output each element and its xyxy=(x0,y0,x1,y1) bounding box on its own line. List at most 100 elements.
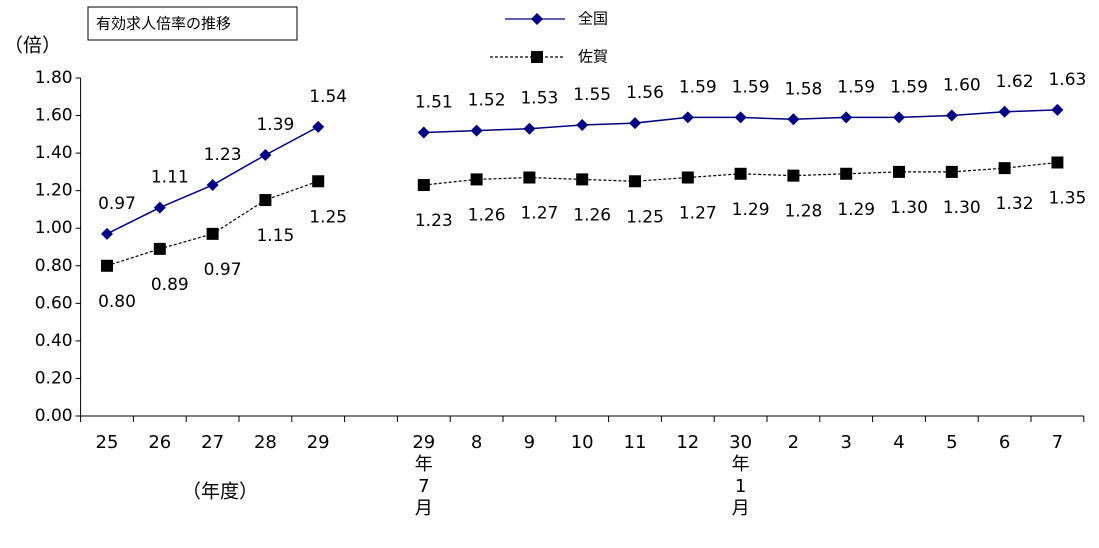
marker xyxy=(523,171,536,184)
marker xyxy=(629,117,641,130)
marker xyxy=(259,148,272,161)
data-label: 1.28 xyxy=(784,202,822,222)
marker xyxy=(312,175,325,188)
y-tick-label: 0.80 xyxy=(35,256,73,276)
data-label: 1.30 xyxy=(890,198,928,218)
data-label: 0.97 xyxy=(204,260,242,280)
legend-label: 佐賀 xyxy=(578,48,608,66)
y-tick-label: 1.40 xyxy=(35,143,73,163)
data-label: 1.11 xyxy=(151,168,189,188)
marker xyxy=(417,126,430,139)
data-label: 1.54 xyxy=(309,87,347,107)
x-tick-label: 7 xyxy=(1051,432,1064,453)
marker xyxy=(734,167,747,180)
data-label: 1.15 xyxy=(256,226,294,246)
marker xyxy=(259,194,272,207)
data-label: 1.59 xyxy=(837,77,875,97)
x-tick-label: 27 xyxy=(201,432,225,453)
data-label: 1.62 xyxy=(996,72,1034,92)
title-box xyxy=(87,6,298,41)
marker xyxy=(153,201,166,214)
marker xyxy=(417,179,430,192)
marker xyxy=(787,169,800,182)
data-label: 1.56 xyxy=(626,83,664,103)
x-tick-label: 2 xyxy=(787,432,800,453)
x-tick-label: 30 年 1 月 xyxy=(729,432,753,519)
legend-label: 全国 xyxy=(578,10,608,28)
marker xyxy=(1051,103,1064,116)
x-tick-label: 25 xyxy=(95,432,119,453)
marker xyxy=(893,111,905,124)
chart-title: 有効求人倍率の推移 xyxy=(96,15,231,33)
marker xyxy=(576,118,589,131)
marker xyxy=(206,227,219,240)
y-tick-label: 0.60 xyxy=(35,293,73,313)
data-label: 1.25 xyxy=(309,207,347,227)
marker xyxy=(893,165,905,178)
data-label: 1.60 xyxy=(943,76,981,96)
data-label: 1.29 xyxy=(732,200,770,220)
data-label: 1.29 xyxy=(837,200,875,220)
x-tick-label: 12 xyxy=(676,432,700,453)
x-tick-label: 9 xyxy=(523,432,536,453)
marker xyxy=(840,167,853,180)
marker xyxy=(681,111,694,124)
y-tick-label: 0.00 xyxy=(35,406,73,426)
marker xyxy=(734,111,747,124)
x-tick-label: 10 xyxy=(570,432,594,453)
x-tick-label: 29 年 7 月 xyxy=(412,432,436,519)
legend-marker xyxy=(531,51,543,63)
data-label: 1.59 xyxy=(679,77,717,97)
data-label: 1.63 xyxy=(1048,70,1086,90)
marker xyxy=(153,242,166,255)
data-label: 1.27 xyxy=(679,204,717,224)
marker xyxy=(998,105,1011,118)
data-label: 1.59 xyxy=(732,77,770,97)
x-tick-label: 6 xyxy=(998,432,1011,453)
data-label: 1.59 xyxy=(890,77,928,97)
x-tick-label: 29 xyxy=(306,432,330,453)
marker xyxy=(470,124,483,137)
data-label: 1.55 xyxy=(573,85,611,105)
x-tick-label: 3 xyxy=(840,432,852,453)
marker xyxy=(1051,156,1064,169)
data-label: 1.23 xyxy=(204,145,242,165)
x-tick-label: 11 xyxy=(623,432,647,453)
data-label: 1.32 xyxy=(996,194,1034,214)
marker xyxy=(629,175,641,188)
y-tick-label: 1.80 xyxy=(35,68,73,88)
legend-marker xyxy=(531,13,543,25)
y-tick-label: 0.20 xyxy=(35,368,73,388)
marker xyxy=(101,227,113,240)
y-axis-label: （倍） xyxy=(4,35,61,57)
data-label: 1.30 xyxy=(943,198,981,218)
data-label: 1.39 xyxy=(256,115,294,135)
x-tick-label: 8 xyxy=(470,432,483,453)
x-tick-label: 26 xyxy=(148,432,172,453)
marker xyxy=(101,259,113,272)
marker xyxy=(787,113,800,126)
data-label: 1.52 xyxy=(468,91,506,111)
y-tick-label: 0.40 xyxy=(35,331,73,351)
marker xyxy=(681,171,694,184)
y-tick-label: 1.20 xyxy=(35,181,73,201)
y-tick-label: 1.60 xyxy=(35,106,73,126)
marker xyxy=(840,111,853,124)
data-label: 1.23 xyxy=(415,211,453,231)
data-label: 1.26 xyxy=(573,205,611,225)
data-label: 1.25 xyxy=(626,207,664,227)
x-tick-label: 4 xyxy=(893,432,905,453)
marker xyxy=(206,179,219,192)
marker xyxy=(312,120,325,133)
data-label: 1.27 xyxy=(520,204,558,224)
data-label: 0.89 xyxy=(151,275,189,295)
data-label: 1.26 xyxy=(468,205,506,225)
marker xyxy=(470,173,483,186)
marker xyxy=(523,122,536,135)
data-label: 0.80 xyxy=(98,292,136,312)
x-group-label: （年度） xyxy=(182,481,258,503)
x-tick-label: 28 xyxy=(253,432,277,453)
data-label: 1.35 xyxy=(1048,189,1086,209)
